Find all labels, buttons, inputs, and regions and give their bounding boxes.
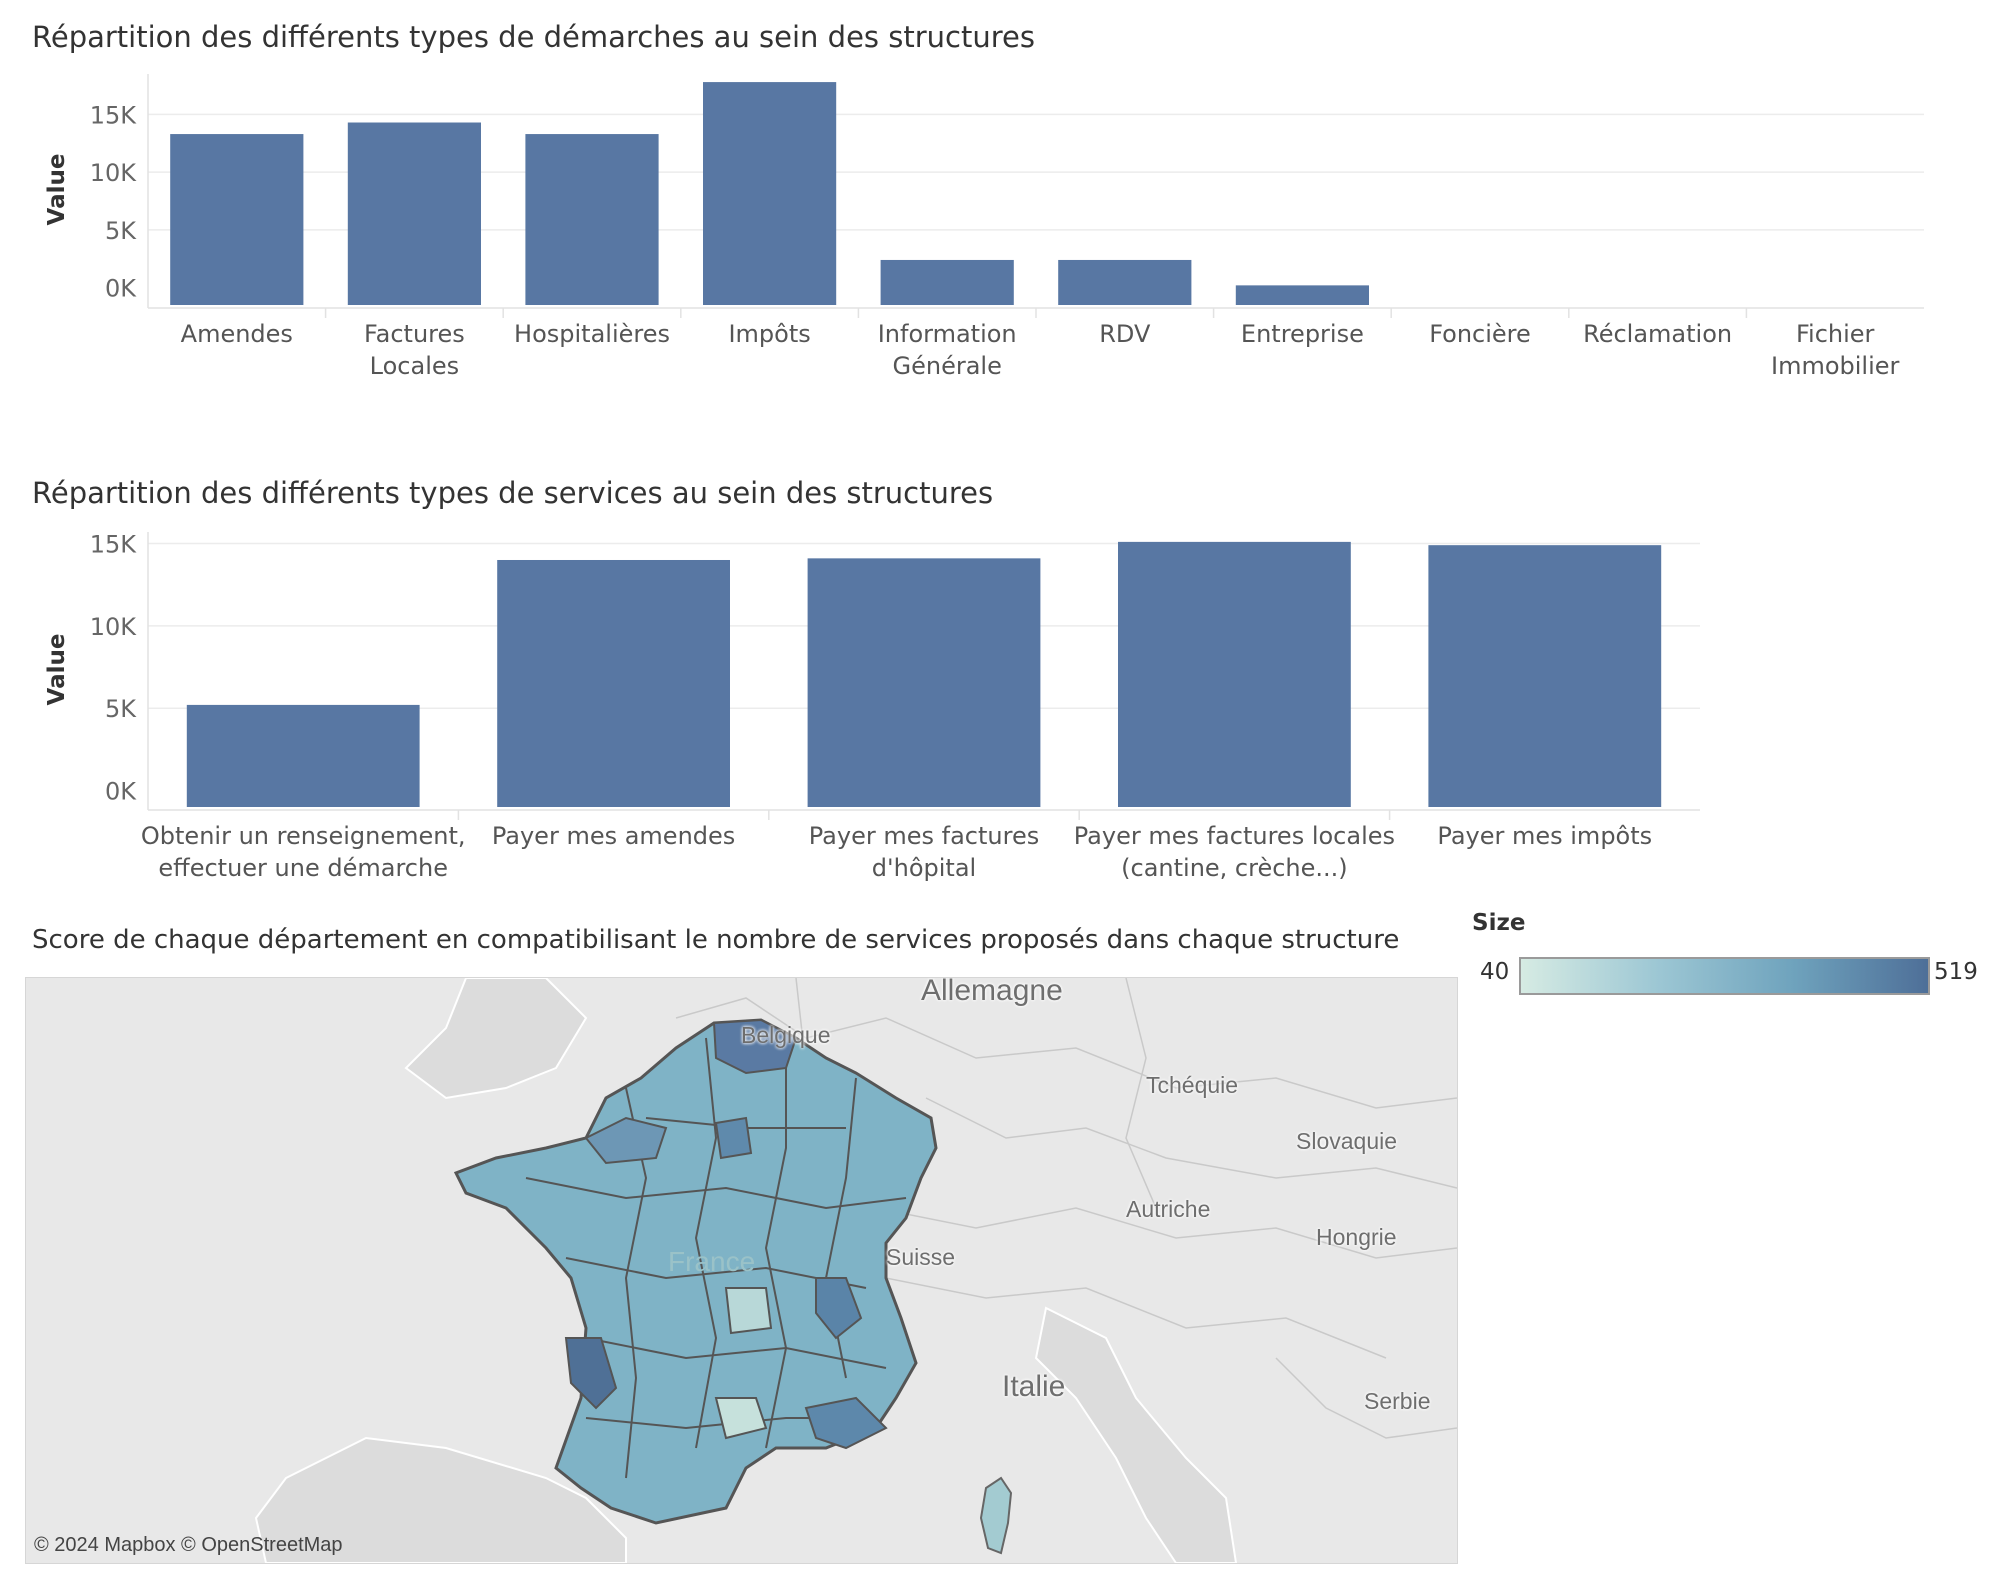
bar (807, 558, 1041, 807)
demarches-bar-chart: 15K 10K 5K 0K Value Amendes Factures Locales Hos… (44, 74, 1924, 380)
label-tchequie: Tchéquie (1146, 1072, 1239, 1098)
services-bar-chart: 15K 10K 5K 0K Value Obtenir un renseignement,… (44, 531, 1700, 882)
y-tick-label: 15K (90, 531, 138, 559)
label-france: France (668, 1246, 756, 1277)
y-tick-label: 5K (105, 695, 137, 723)
x-tick-label: Factures (364, 320, 465, 348)
x-tick-label: Entreprise (1241, 320, 1364, 348)
bar (497, 559, 730, 807)
legend-max-value: 519 (1934, 959, 1978, 985)
france-mainland[interactable] (453, 1018, 938, 1525)
label-italie: Italie (1002, 1370, 1066, 1403)
italy-landmass (1034, 1306, 1238, 1563)
label-serbie: Serbie (1364, 1388, 1431, 1414)
x-tick-label: Payer mes factures (809, 822, 1039, 850)
x-tick-label: Payer mes factures locales (1074, 822, 1395, 850)
legend-min-value: 40 (1480, 959, 1510, 985)
x-tick-label: Foncière (1429, 320, 1531, 348)
x-tick-label: Obtenir un renseignement, (141, 822, 466, 850)
x-tick-label: Locales (370, 352, 459, 380)
y-axis-title: Value (44, 154, 70, 226)
legend-title: Size (1472, 910, 1526, 936)
label-allemagne: Allemagne (921, 978, 1063, 1007)
dept-paris[interactable] (714, 1116, 753, 1160)
label-hongrie: Hongrie (1316, 1224, 1397, 1250)
x-tick-label: Payer mes amendes (492, 822, 735, 850)
bar (703, 82, 837, 306)
dept-bouches-du-rhone[interactable] (804, 1396, 888, 1450)
y-tick-label: 5K (105, 217, 137, 245)
bar (347, 122, 481, 305)
corsica (979, 1476, 1013, 1555)
y-axis-title: Value (44, 634, 70, 706)
dept-nord[interactable] (712, 1018, 798, 1075)
x-tick-label: Payer mes impôts (1437, 822, 1652, 850)
x-tick-label: Information (878, 320, 1017, 348)
spain-landmass (254, 1436, 627, 1563)
label-belgique: Belgique (741, 1022, 831, 1048)
x-tick-label: Générale (893, 352, 1002, 380)
legend-color-ramp[interactable] (1519, 957, 1930, 995)
bar (1428, 545, 1662, 807)
map-title: Score de chaque département en compatibi… (32, 925, 1400, 955)
x-tick-label: Immobilier (1771, 352, 1900, 380)
x-tick-label: Réclamation (1583, 320, 1732, 348)
bar (525, 134, 659, 305)
bar (186, 704, 420, 807)
bar (1058, 259, 1192, 305)
dept-correze[interactable] (724, 1287, 773, 1335)
label-autriche: Autriche (1126, 1196, 1211, 1222)
x-tick-label: Fichier (1796, 320, 1875, 348)
dept-rhone[interactable] (815, 1277, 863, 1340)
dept-calvados[interactable] (584, 1116, 668, 1165)
x-tick-label: RDV (1099, 320, 1151, 348)
map-attribution[interactable]: © 2024 Mapbox © OpenStreetMap (34, 1534, 343, 1556)
departement-map[interactable]: Allemagne Belgique Tchéquie Slovaquie Au… (25, 977, 1458, 1564)
label-suisse: Suisse (886, 1244, 956, 1270)
bar (880, 259, 1014, 305)
label-slovaquie: Slovaquie (1296, 1128, 1398, 1154)
y-tick-label: 10K (90, 613, 138, 641)
x-tick-label: effectuer une démarche (158, 854, 448, 882)
bar (170, 134, 304, 305)
y-tick-label: 0K (105, 275, 137, 303)
x-tick-label: Amendes (181, 320, 293, 348)
dept-gers[interactable] (714, 1397, 768, 1440)
chart1-title: Répartition des différents types de déma… (32, 20, 1035, 54)
x-tick-label: d'hôpital (872, 854, 976, 882)
x-tick-label: (cantine, crèche...) (1121, 854, 1348, 882)
y-tick-label: 15K (90, 101, 138, 129)
bar (1118, 541, 1351, 807)
x-tick-label: Impôts (728, 320, 810, 348)
country-borders (675, 978, 1457, 1439)
y-tick-label: 10K (90, 159, 138, 187)
dept-gironde[interactable] (564, 1337, 618, 1410)
uk-landmass (404, 978, 588, 1100)
bar (1235, 285, 1369, 305)
map-canvas: Allemagne Belgique Tchéquie Slovaquie Au… (26, 978, 1457, 1563)
x-tick-label: Hospitalières (514, 320, 670, 348)
chart2-title: Répartition des différents types de serv… (32, 476, 994, 510)
y-tick-label: 0K (105, 778, 137, 806)
